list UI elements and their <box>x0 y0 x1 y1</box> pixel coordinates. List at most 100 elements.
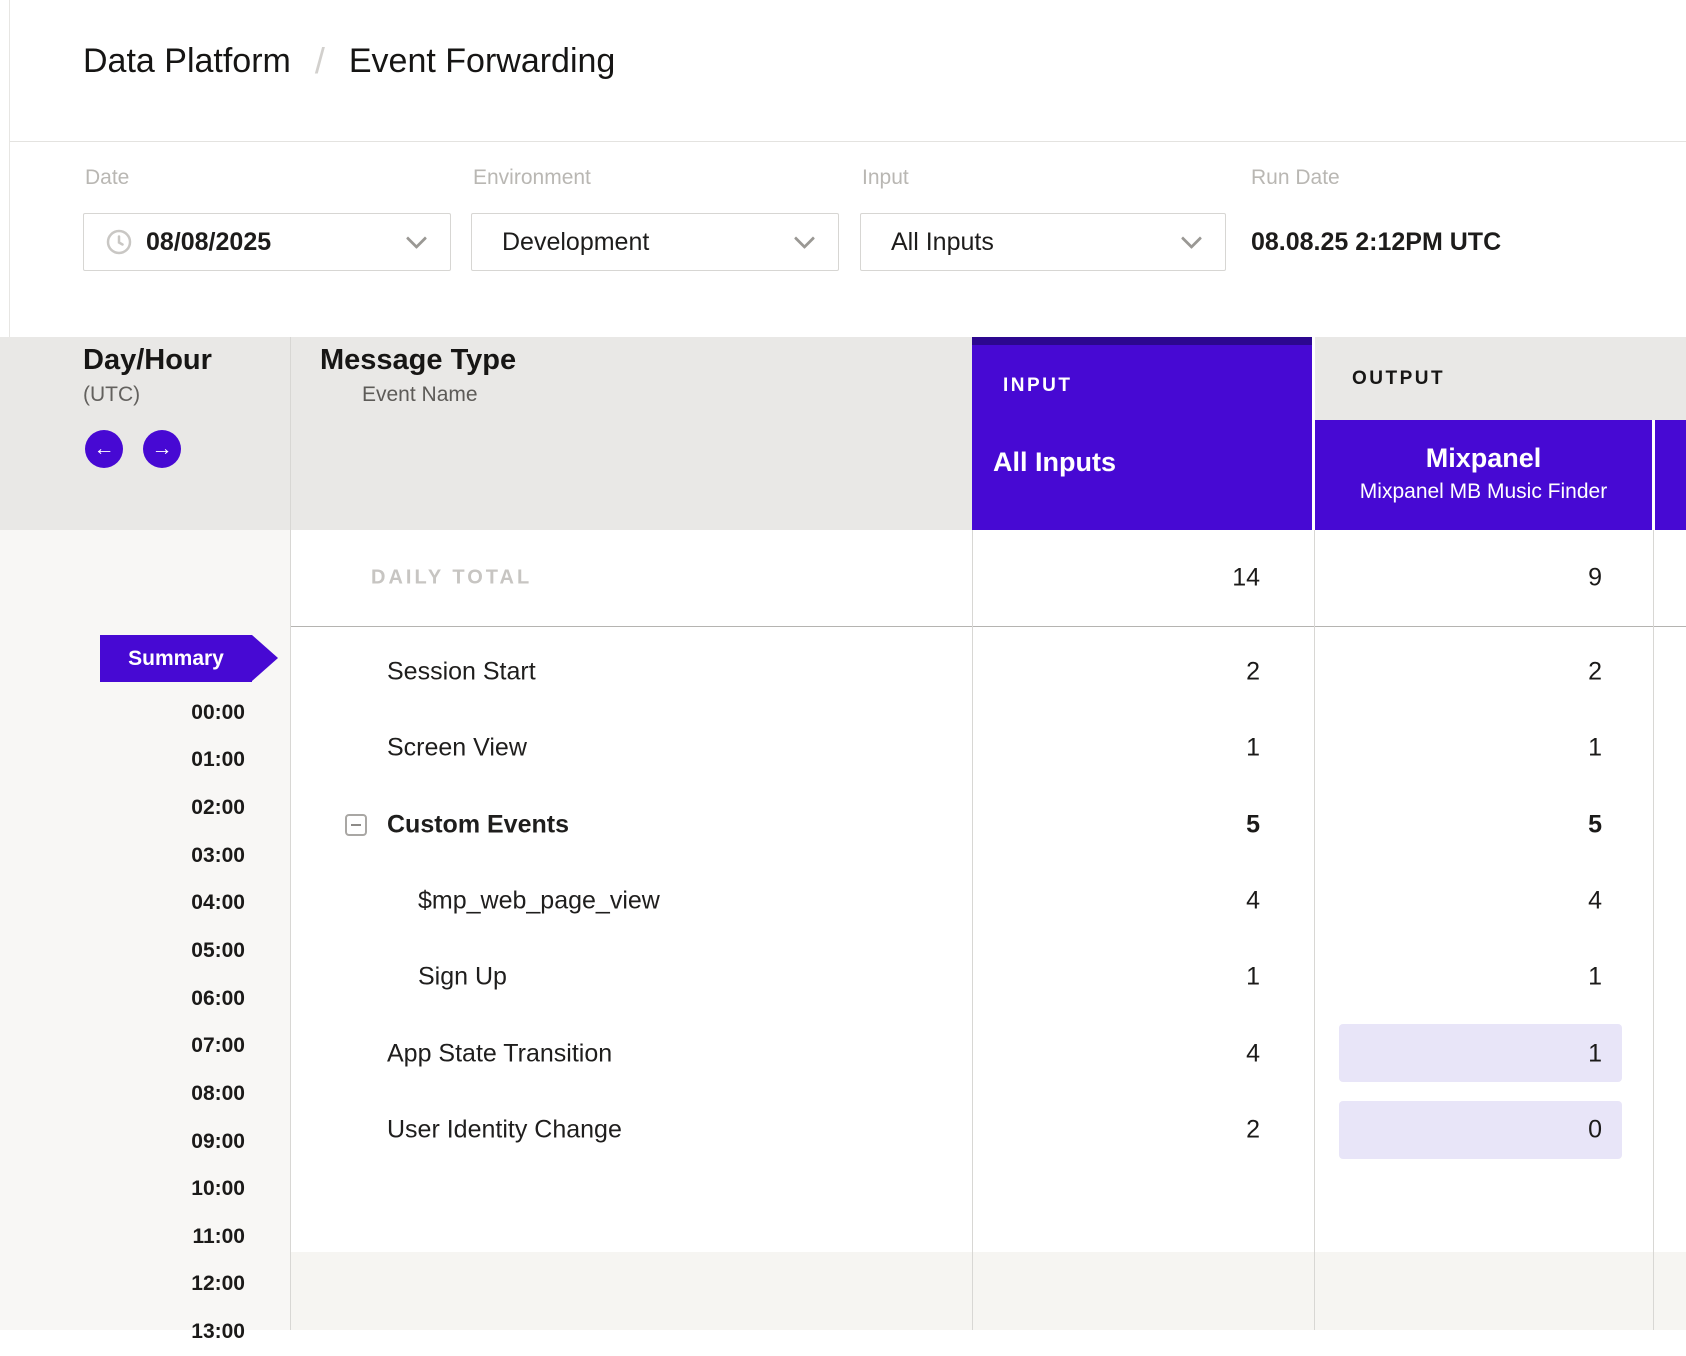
hour-label[interactable]: 03:00 <box>191 843 245 867</box>
input-count: 4 <box>1246 886 1260 915</box>
table-row: User Identity Change 2 0 <box>290 1092 1686 1168</box>
event-rows: Session Start 2 2 Screen View 1 1 Custom Event… <box>290 627 1686 1168</box>
grid-line <box>972 530 973 1330</box>
hour-label[interactable]: 07:00 <box>191 1034 245 1058</box>
breadcrumb: Data Platform / Event Forwarding <box>83 40 615 82</box>
hour-label[interactable]: 02:00 <box>191 795 245 819</box>
hour-label[interactable]: 10:00 <box>191 1177 245 1201</box>
output-count: 1 <box>1588 733 1602 762</box>
arrow-left-icon: ← <box>93 437 115 460</box>
event-name: User Identity Change <box>387 1115 622 1144</box>
hour-label[interactable]: 12:00 <box>191 1272 245 1296</box>
hour-list: 00:00 01:00 02:00 03:00 04:00 05:00 06:00 07:00… <box>0 689 245 1356</box>
run-date-label: Run Date <box>1251 166 1340 189</box>
date-filter-value: 08/08/2025 <box>146 227 272 256</box>
hour-label[interactable]: 05:00 <box>191 938 245 962</box>
hour-column: Summary 00:00 01:00 02:00 03:00 04:00 05:00 06… <box>0 530 290 1343</box>
table-row: Screen View 1 1 <box>290 710 1686 786</box>
event-name: Screen View <box>387 733 527 762</box>
day-hour-column-subtitle: (UTC) <box>83 383 141 406</box>
event-name: $mp_web_page_view <box>418 886 660 915</box>
top-header: Data Platform / Event Forwarding <box>10 0 1686 142</box>
output-section-label: OUTPUT <box>1352 368 1446 389</box>
event-name: Sign Up <box>418 962 507 991</box>
daily-total-output-count: 9 <box>1588 563 1602 592</box>
output-count: 1 <box>1588 1039 1602 1068</box>
daily-total-row: DAILY TOTAL 14 9 <box>290 530 1686 627</box>
table-body: DAILY TOTAL 14 9 Session Start 2 2 Screen V… <box>290 530 1686 1252</box>
input-count: 2 <box>1246 657 1260 686</box>
collapse-toggle-icon[interactable] <box>345 813 367 836</box>
input-count: 1 <box>1246 962 1260 991</box>
date-filter-dropdown[interactable]: 08/08/2025 <box>83 213 451 271</box>
output-highlight-cell <box>1339 1024 1622 1083</box>
output-destination-subtitle: Mixpanel MB Music Finder <box>1359 480 1608 503</box>
input-count: 4 <box>1246 1039 1260 1068</box>
output-column-header-next-partial[interactable] <box>1655 420 1686 530</box>
input-filter-label: Input <box>862 166 909 189</box>
summary-flag[interactable]: Summary <box>100 635 278 682</box>
run-date-value: 08.08.25 2:12PM UTC <box>1251 228 1502 256</box>
output-column-header-mixpanel[interactable]: Mixpanel Mixpanel MB Music Finder <box>1315 420 1652 530</box>
input-column-header[interactable]: INPUT All Inputs <box>972 337 1313 530</box>
next-day-button[interactable]: → <box>143 430 181 468</box>
hour-label[interactable]: 13:00 <box>191 1320 245 1344</box>
input-filter-dropdown[interactable]: All Inputs <box>860 213 1226 271</box>
event-name: Session Start <box>387 657 536 686</box>
grid-line <box>290 337 291 1330</box>
table-row: Custom Events 5 5 <box>290 787 1686 863</box>
table-header: Day/Hour (UTC) ← → Message Type Event Na… <box>0 337 1686 530</box>
chevron-down-icon <box>793 227 816 250</box>
output-count: 2 <box>1588 657 1602 686</box>
table-row: $mp_web_page_view 4 4 <box>290 863 1686 939</box>
input-filter-value: All Inputs <box>891 227 994 256</box>
hour-label[interactable]: 09:00 <box>191 1129 245 1153</box>
input-count: 2 <box>1246 1115 1260 1144</box>
input-section-value: All Inputs <box>993 447 1116 477</box>
output-count: 1 <box>1588 962 1602 991</box>
hour-label[interactable]: 04:00 <box>191 891 245 915</box>
chevron-down-icon <box>1180 227 1203 250</box>
environment-filter-label: Environment <box>473 166 591 189</box>
column-gap <box>1312 337 1315 530</box>
breadcrumb-separator: / <box>314 40 325 81</box>
daily-total-label: DAILY TOTAL <box>371 566 533 589</box>
hour-label[interactable]: 11:00 <box>192 1224 245 1248</box>
hour-label[interactable]: 01:00 <box>191 748 245 772</box>
output-count: 4 <box>1588 886 1602 915</box>
environment-filter-value: Development <box>502 227 650 256</box>
previous-day-button[interactable]: ← <box>85 430 123 468</box>
table-footer-band <box>290 1252 1686 1330</box>
message-type-column-subtitle: Event Name <box>362 383 478 406</box>
summary-flag-label: Summary <box>128 646 224 670</box>
table-row: Sign Up 1 1 <box>290 939 1686 1015</box>
hour-label[interactable]: 06:00 <box>191 986 245 1010</box>
date-filter-label: Date <box>85 166 130 189</box>
hour-label[interactable]: 00:00 <box>191 700 245 724</box>
chevron-down-icon <box>405 227 428 250</box>
environment-filter-dropdown[interactable]: Development <box>471 213 839 271</box>
grid-line <box>1314 530 1315 1330</box>
breadcrumb-section[interactable]: Data Platform <box>83 41 291 80</box>
input-section-label: INPUT <box>1003 375 1073 396</box>
hour-label[interactable]: 08:00 <box>191 1081 245 1105</box>
message-type-column-title: Message Type <box>320 344 517 376</box>
event-name: Custom Events <box>387 810 569 839</box>
filter-bar: Date Environment Input Run Date 08/08/20… <box>10 143 1686 337</box>
output-destination-name: Mixpanel <box>1425 443 1542 473</box>
output-highlight-cell <box>1339 1100 1622 1159</box>
column-gap <box>1652 420 1655 530</box>
arrow-right-icon: → <box>151 437 173 460</box>
output-count: 0 <box>1588 1115 1602 1144</box>
input-count: 1 <box>1246 733 1260 762</box>
daily-total-input-count: 14 <box>1232 563 1260 592</box>
grid-line <box>1653 530 1654 1330</box>
breadcrumb-page: Event Forwarding <box>348 41 616 80</box>
event-name: App State Transition <box>387 1039 613 1068</box>
day-hour-column-title: Day/Hour <box>83 344 212 376</box>
clock-icon <box>106 229 132 255</box>
table-row: Session Start 2 2 <box>290 634 1686 710</box>
day-navigation: ← → <box>85 430 181 468</box>
table-row: App State Transition 4 1 <box>290 1015 1686 1091</box>
